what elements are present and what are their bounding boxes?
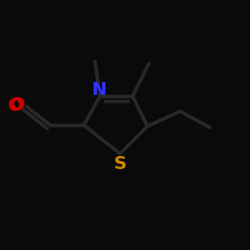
Text: O: O: [8, 97, 22, 115]
Text: O: O: [8, 96, 24, 114]
Text: N: N: [91, 81, 106, 99]
Text: S: S: [114, 155, 126, 173]
